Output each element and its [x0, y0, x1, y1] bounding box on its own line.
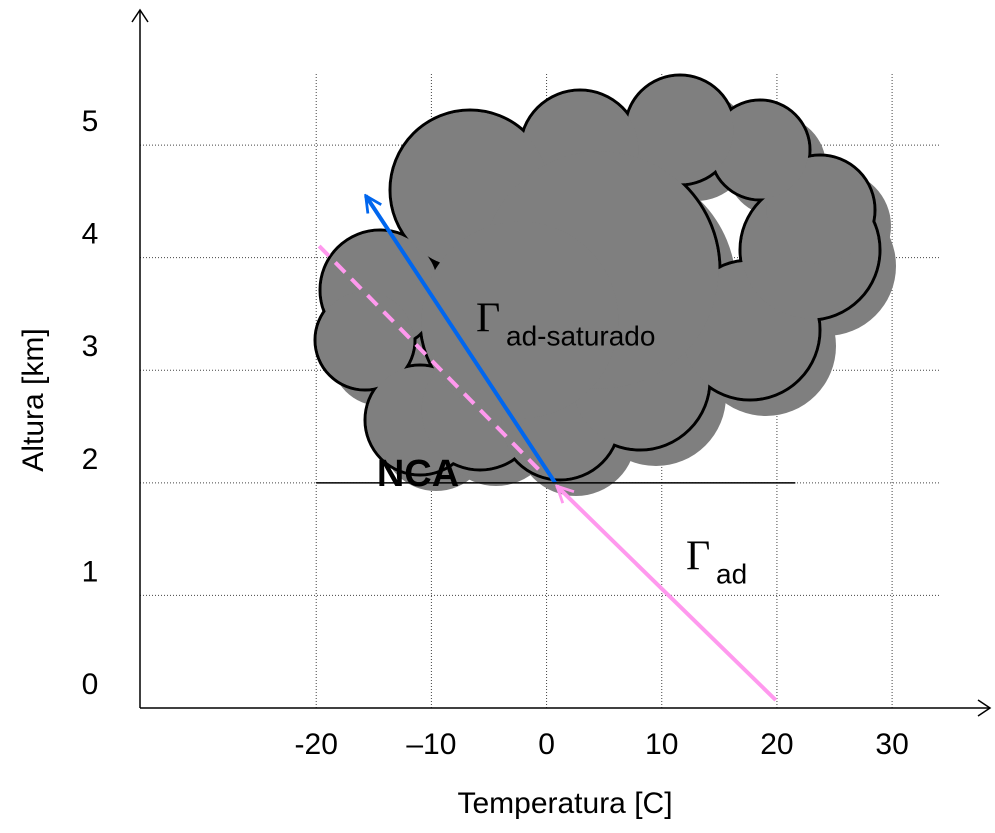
x-tick-label: 30 — [875, 728, 908, 761]
annotation-symbol: Γ — [476, 296, 500, 342]
y-tick-label: 4 — [82, 218, 99, 251]
x-tick-label: 10 — [645, 728, 678, 761]
y-tick-label: 2 — [82, 443, 99, 476]
x-tick-label: -20 — [295, 728, 338, 761]
x-tick-label: 20 — [760, 728, 793, 761]
lapse-line — [557, 486, 778, 702]
y-axis-arrow — [131, 8, 149, 23]
y-axis-title: Altura [km] — [17, 328, 50, 471]
lapse-line — [366, 196, 557, 484]
x-axis-arrow — [977, 699, 992, 717]
axes — [131, 8, 992, 717]
lapse-line — [314, 241, 540, 471]
cloud — [313, 73, 896, 496]
x-tick-label: 0 — [538, 728, 555, 761]
annotation-subscript: ad-saturado — [506, 320, 655, 351]
cloud-fill — [316, 76, 879, 479]
annotation-subscript: ad — [716, 558, 747, 589]
x-tick-label: –10 — [406, 728, 456, 761]
y-tick-label: 5 — [82, 105, 99, 138]
annotation-label: NCA — [377, 453, 459, 495]
y-tick-label: 0 — [82, 668, 99, 701]
x-axis-title: Temperatura [C] — [457, 787, 672, 820]
y-tick-label: 1 — [82, 555, 99, 588]
annotation-symbol: Γ — [686, 534, 710, 580]
y-tick-label: 3 — [82, 330, 99, 363]
